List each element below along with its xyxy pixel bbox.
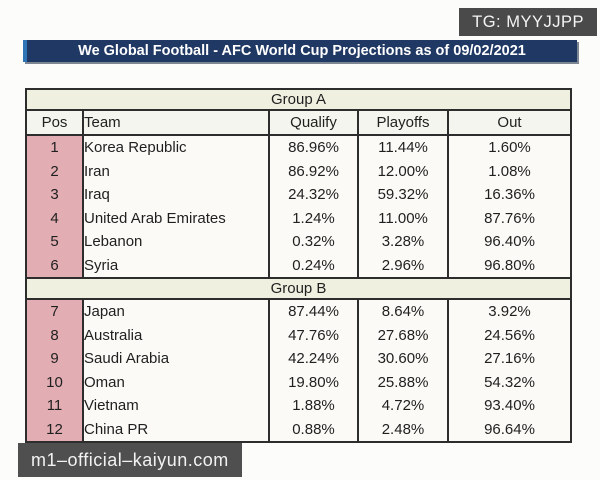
out-cell: 24.56%	[446, 323, 573, 347]
playoffs-cell: 27.68%	[357, 323, 449, 347]
team-cell: China PR	[82, 417, 270, 442]
column-header-row: Pos Team Qualify Playoffs Out	[25, 110, 573, 136]
group-band: Group A	[24, 88, 573, 111]
qualify-cell: 19.80%	[268, 370, 359, 394]
playoffs-cell: 2.96%	[357, 253, 449, 278]
team-cell: Lebanon	[82, 230, 270, 254]
table-row: 1 Korea Republic 86.96% 11.44% 1.60%	[25, 135, 573, 160]
table-row: 4 United Arab Emirates 1.24% 11.00% 87.76%	[25, 206, 573, 230]
pos-cell: 2	[25, 159, 84, 183]
out-cell: 3.92%	[446, 299, 573, 324]
pos-cell: 9	[25, 347, 84, 371]
out-cell: 1.08%	[446, 159, 573, 183]
team-cell: United Arab Emirates	[82, 206, 270, 230]
playoffs-cell: 8.64%	[357, 299, 449, 324]
qualify-cell: 86.92%	[268, 159, 359, 183]
team-cell: Saudi Arabia	[82, 347, 270, 371]
out-cell: 96.80%	[446, 253, 573, 278]
qualify-cell: 42.24%	[268, 347, 359, 371]
group-band-label: Group A	[24, 88, 573, 111]
team-cell: Oman	[82, 370, 270, 394]
playoffs-cell: 11.00%	[357, 206, 449, 230]
qualify-cell: 0.88%	[268, 417, 359, 442]
team-cell: Australia	[82, 323, 270, 347]
column-header-playoffs: Playoffs	[357, 110, 449, 136]
out-cell: 27.16%	[446, 347, 573, 371]
pos-cell: 7	[25, 299, 84, 324]
pos-cell: 1	[25, 135, 84, 160]
team-cell: Japan	[82, 299, 270, 324]
qualify-cell: 1.24%	[268, 206, 359, 230]
out-cell: 87.76%	[446, 206, 573, 230]
pos-cell: 6	[25, 253, 84, 278]
group-band-label: Group B	[24, 277, 573, 300]
table-row: 7 Japan 87.44% 8.64% 3.92%	[25, 299, 573, 324]
playoffs-cell: 4.72%	[357, 394, 449, 418]
table-row: 8 Australia 47.76% 27.68% 24.56%	[25, 323, 573, 347]
qualify-cell: 24.32%	[268, 183, 359, 207]
pos-cell: 12	[25, 417, 84, 442]
out-cell: 96.40%	[446, 230, 573, 254]
watermark: m1–official–kaiyun.com	[18, 443, 242, 477]
playoffs-cell: 11.44%	[357, 135, 449, 160]
qualify-cell: 86.96%	[268, 135, 359, 160]
table-row: 2 Iran 86.92% 12.00% 1.08%	[25, 159, 573, 183]
playoffs-cell: 30.60%	[357, 347, 449, 371]
qualify-cell: 1.88%	[268, 394, 359, 418]
out-cell: 1.60%	[446, 135, 573, 160]
title-bar: We Global Football - AFC World Cup Proje…	[23, 40, 577, 62]
team-cell: Korea Republic	[82, 135, 270, 160]
table-row: 9 Saudi Arabia 42.24% 30.60% 27.16%	[25, 347, 573, 371]
out-cell: 93.40%	[446, 394, 573, 418]
table-row: 6 Syria 0.24% 2.96% 96.80%	[25, 253, 573, 278]
out-cell: 96.64%	[446, 417, 573, 442]
playoffs-cell: 2.48%	[357, 417, 449, 442]
pos-cell: 5	[25, 230, 84, 254]
team-cell: Vietnam	[82, 394, 270, 418]
pos-cell: 4	[25, 206, 84, 230]
column-header-team: Team	[82, 110, 270, 136]
table-row: 10 Oman 19.80% 25.88% 54.32%	[25, 370, 573, 394]
qualify-cell: 47.76%	[268, 323, 359, 347]
team-cell: Iran	[82, 159, 270, 183]
team-cell: Syria	[82, 253, 270, 278]
group-band: Group B	[24, 277, 573, 300]
column-header-qualify: Qualify	[268, 110, 359, 136]
pos-cell: 11	[25, 394, 84, 418]
page-title: We Global Football - AFC World Cup Proje…	[78, 43, 526, 59]
projections-table-body: Group A Pos Team Qualify Playoffs Out 1 Korea R…	[24, 88, 573, 442]
team-cell: Iraq	[82, 183, 270, 207]
playoffs-cell: 59.32%	[357, 183, 449, 207]
projections-table: Group A Pos Team Qualify Playoffs Out 1 Korea R…	[24, 88, 573, 443]
out-cell: 16.36%	[446, 183, 573, 207]
pos-cell: 10	[25, 370, 84, 394]
out-cell: 54.32%	[446, 370, 573, 394]
qualify-cell: 87.44%	[268, 299, 359, 324]
qualify-cell: 0.32%	[268, 230, 359, 254]
pos-cell: 8	[25, 323, 84, 347]
table-row: 12 China PR 0.88% 2.48% 96.64%	[25, 417, 573, 442]
playoffs-cell: 12.00%	[357, 159, 449, 183]
column-header-out: Out	[446, 110, 573, 136]
pos-cell: 3	[25, 183, 84, 207]
table-row: 11 Vietnam 1.88% 4.72% 93.40%	[25, 394, 573, 418]
telegram-handle-badge: TG: MYYJJPP	[459, 8, 597, 36]
table-row: 3 Iraq 24.32% 59.32% 16.36%	[25, 183, 573, 207]
column-header-pos: Pos	[25, 110, 84, 136]
qualify-cell: 0.24%	[268, 253, 359, 278]
playoffs-cell: 25.88%	[357, 370, 449, 394]
table-row: 5 Lebanon 0.32% 3.28% 96.40%	[25, 230, 573, 254]
playoffs-cell: 3.28%	[357, 230, 449, 254]
